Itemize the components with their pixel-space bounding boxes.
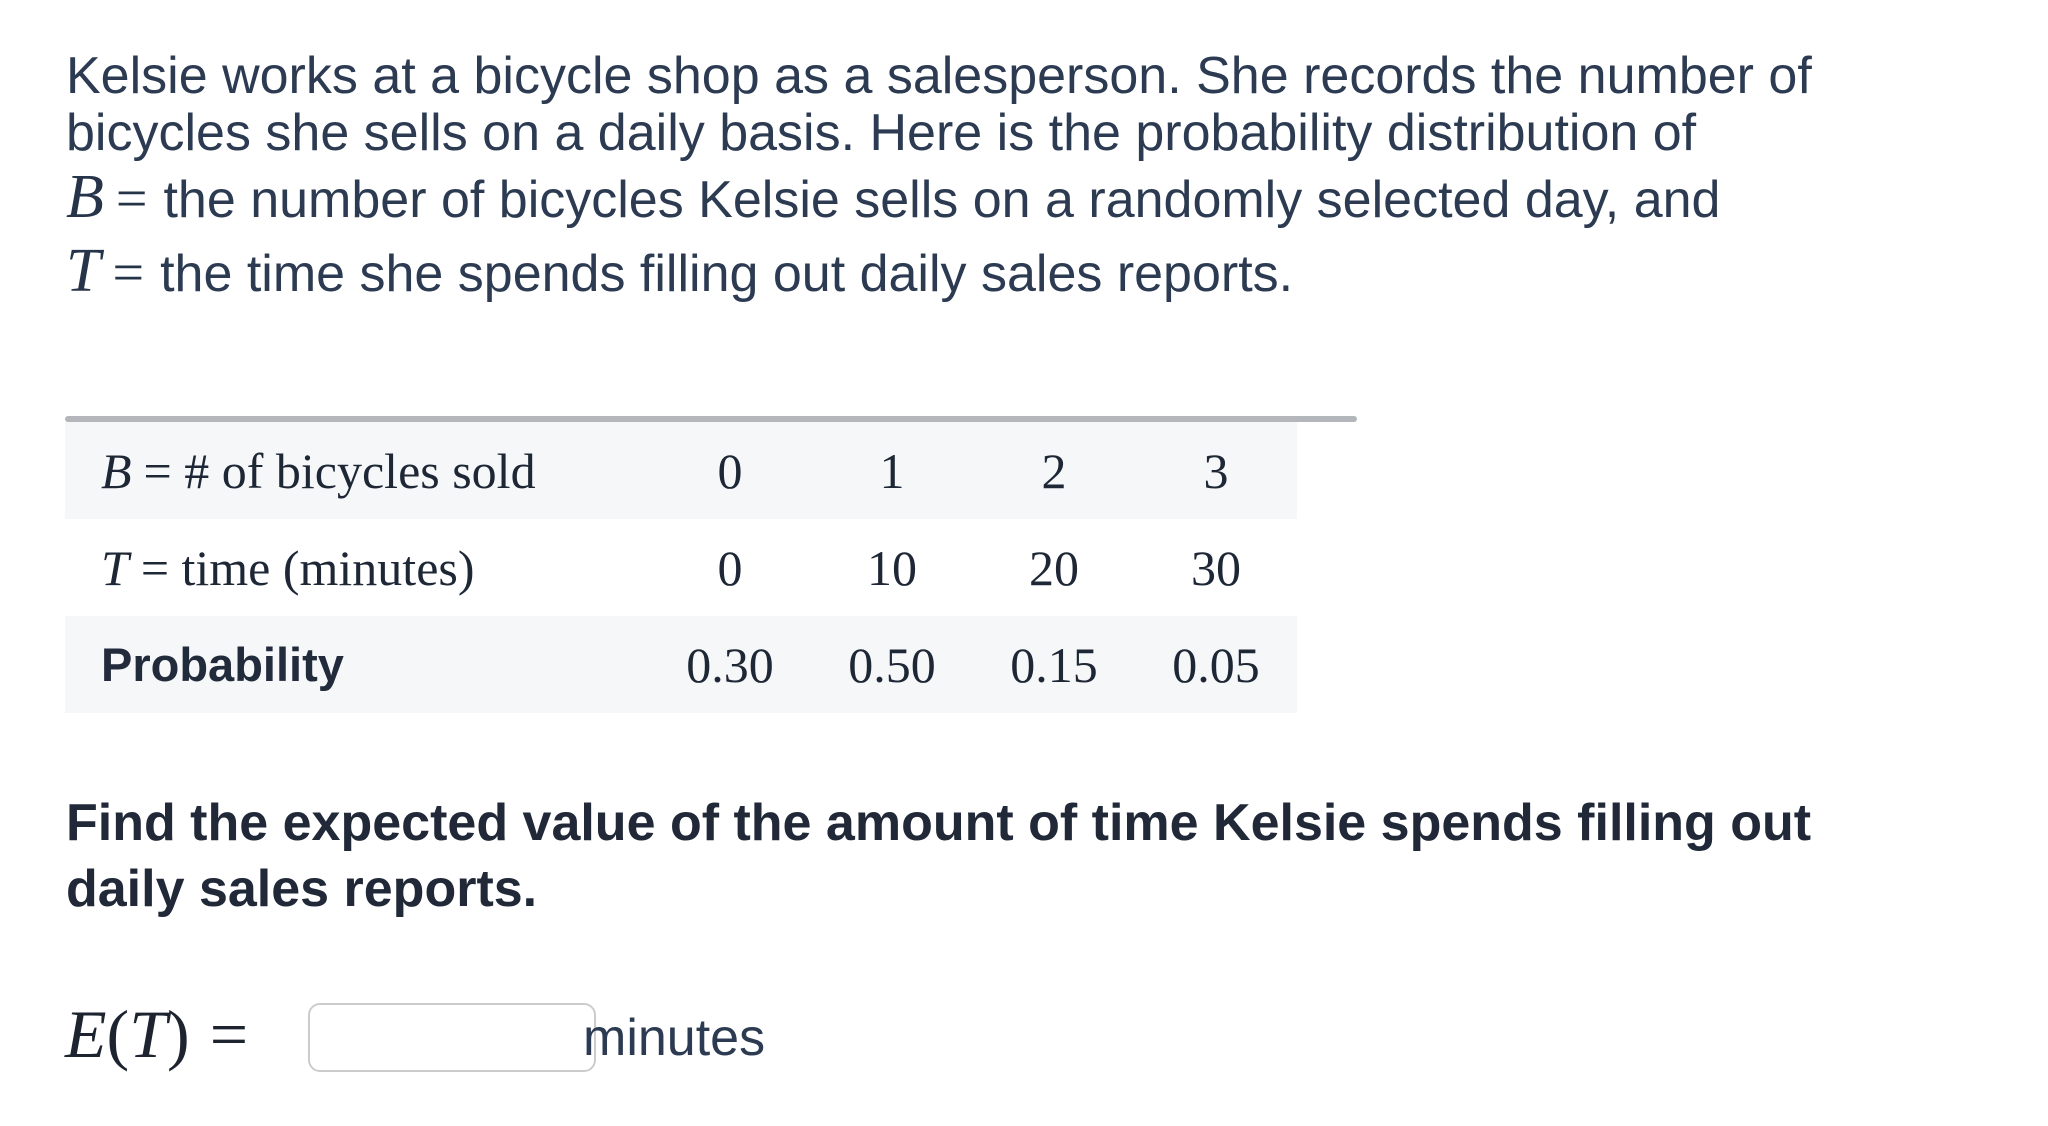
table-cell: 0.30 xyxy=(686,636,774,693)
question-prompt: Find the expected value of the amount of… xyxy=(66,790,1811,922)
table-cell: 20 xyxy=(1029,539,1079,596)
intro-paragraph: Kelsie works at a bicycle shop as a sale… xyxy=(66,48,1812,310)
table-cell: 30 xyxy=(1191,539,1241,596)
table-row-bicycles: B = # of bicycles sold 0 1 2 3 xyxy=(65,422,1297,519)
table-cell: 0.15 xyxy=(1010,636,1098,693)
question-line-2: daily sales reports. xyxy=(66,860,538,918)
math-variable-T: T xyxy=(66,237,101,305)
equals-sign: = xyxy=(112,242,145,304)
answer-unit-label: minutes xyxy=(583,1009,766,1067)
intro-line-3: B = the number of bicycles Kelsie sells on… xyxy=(66,162,1812,236)
table-cell: 0.05 xyxy=(1172,636,1260,693)
row-label-probability: Probability xyxy=(101,638,344,691)
table-row-probability: Probability 0.30 0.50 0.15 0.05 xyxy=(65,616,1297,713)
table-cell: 10 xyxy=(867,539,917,596)
table-top-rule xyxy=(65,416,1357,422)
math-variable-T: T xyxy=(129,996,168,1072)
intro-line-4-text: the time she spends filling out daily sa… xyxy=(160,245,1294,303)
math-variable-T: T xyxy=(101,539,129,596)
table-cell: 2 xyxy=(1041,442,1067,499)
question-line-1: Find the expected value of the amount of… xyxy=(66,794,1812,852)
table-row-time: T = time (minutes) 0 10 20 30 xyxy=(65,519,1297,616)
equals-sign: = xyxy=(115,168,148,230)
intro-line-1: Kelsie works at a bicycle shop as a sale… xyxy=(66,47,1812,105)
math-variable-B: B xyxy=(101,442,132,499)
intro-line-4: T = the time she spends filling out daily … xyxy=(66,236,1812,310)
row-label-time: T = time (minutes) xyxy=(101,539,475,596)
table-cell: 1 xyxy=(879,442,905,499)
probability-table: B = # of bicycles sold 0 1 2 3 T = time (m… xyxy=(65,416,1357,713)
table-cell: 0 xyxy=(717,442,743,499)
answer-expression: E(T) = xyxy=(65,995,248,1074)
table-cell: 3 xyxy=(1203,442,1229,499)
intro-line-2: bicycles she sells on a daily basis. Her… xyxy=(66,104,1697,162)
open-paren: ( xyxy=(106,996,130,1072)
row-label-bicycles: B = # of bicycles sold xyxy=(101,442,536,499)
close-paren: ) xyxy=(167,996,190,1072)
table-cell: 0 xyxy=(717,539,743,596)
intro-line-3-text: the number of bicycles Kelsie sells on a… xyxy=(163,171,1721,229)
answer-input[interactable] xyxy=(308,1003,596,1072)
math-variable-B: B xyxy=(66,163,104,231)
math-variable-E: E xyxy=(65,996,107,1072)
equals-sign: = xyxy=(209,996,249,1072)
table-cell: 0.50 xyxy=(848,636,936,693)
